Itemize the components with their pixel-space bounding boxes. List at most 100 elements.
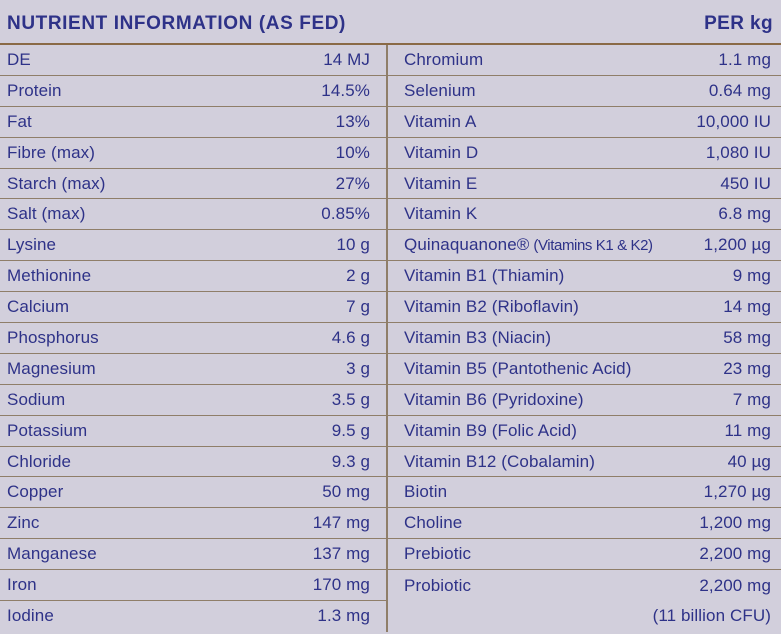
nutrient-value: 50 mg — [322, 482, 370, 502]
nutrient-value: 137 mg — [312, 544, 370, 564]
nutrient-value: 9 mg — [732, 266, 771, 286]
nutrient-value: 0.64 mg — [708, 80, 771, 100]
table-row: DE 14 MJ — [0, 45, 386, 76]
table-row: Copper 50 mg — [0, 477, 386, 509]
nutrient-label: Fat — [7, 111, 32, 131]
table-row: Vitamin B1 (Thiamin) 9 mg — [388, 261, 781, 293]
nutrient-value: (11 billion CFU) — [652, 606, 771, 626]
nutrient-value: 1.1 mg — [718, 49, 771, 69]
nutrient-label: Vitamin B12 (Cobalamin) — [404, 451, 595, 471]
table-row: Vitamin B12 (Cobalamin) 40 µg — [388, 447, 781, 478]
table-row: Lysine 10 g — [0, 230, 386, 262]
nutrient-value: 3.5 g — [331, 389, 370, 409]
table-row: Iodine 1.3 mg — [0, 601, 386, 632]
nutrient-label: Vitamin K — [404, 204, 478, 224]
table-row: Magnesium 3 g — [0, 354, 386, 385]
nutrient-label: Chloride — [7, 451, 72, 471]
nutrient-label: Selenium — [404, 80, 476, 100]
nutrient-label: Manganese — [7, 544, 97, 564]
nutrient-label: Zinc — [7, 513, 40, 533]
nutrient-label: Lysine — [7, 235, 57, 255]
nutrient-label: Potassium — [7, 420, 88, 440]
nutrient-value: 14 mg — [723, 297, 771, 317]
table-row: Salt (max) 0.85% — [0, 199, 386, 231]
nutrient-label: Quinaquanone® — [404, 235, 530, 255]
nutrient-value: 1,200 µg — [703, 235, 771, 255]
nutrient-label: Phosphorus — [7, 327, 99, 347]
table-row: Fibre (max) 10% — [0, 138, 386, 169]
nutrient-label: Methionine — [7, 266, 92, 286]
table-row: Fat 13% — [0, 107, 386, 138]
nutrient-label: Vitamin B5 (Pantothenic Acid) — [404, 358, 632, 378]
nutrient-value: 14.5% — [321, 80, 370, 100]
nutrient-value: 3 g — [346, 358, 370, 378]
nutrient-value: 2,200 mg — [699, 544, 771, 564]
nutrient-label: Starch (max) — [7, 173, 106, 193]
table-row: Choline 1,200 mg — [388, 508, 781, 540]
nutrient-value: 6.8 mg — [718, 204, 771, 224]
nutrient-label: Fibre (max) — [7, 142, 95, 162]
table-row: Potassium 9.5 g — [0, 416, 386, 447]
nutrient-table: DE 14 MJ Protein 14.5% Fat 13% F — [0, 45, 781, 632]
table-row: Prebiotic 2,200 mg — [388, 539, 781, 571]
nutrient-label-note: (Vitamins K1 & K2) — [533, 236, 653, 254]
nutrient-label: Probiotic — [404, 575, 472, 595]
nutrient-value: 14 MJ — [323, 49, 370, 69]
nutrient-label: Vitamin B3 (Niacin) — [404, 327, 552, 347]
table-row: Starch (max) 27% — [0, 169, 386, 200]
nutrient-value: 9.5 g — [331, 420, 370, 440]
nutrient-column-right: Chromium 1.1 mg Selenium 0.64 mg Vitamin… — [388, 45, 781, 632]
nutrient-value: 10 g — [336, 235, 370, 255]
nutrient-value: 11 mg — [724, 420, 771, 440]
nutrient-value: 2,200 mg — [699, 575, 771, 595]
nutrient-value: 1,080 IU — [705, 142, 771, 162]
nutrient-label: Biotin — [404, 482, 448, 502]
column-divider — [386, 45, 388, 632]
nutrient-value: 13% — [335, 111, 370, 131]
table-row: Vitamin B9 (Folic Acid) 11 mg — [388, 416, 781, 447]
table-row: Vitamin E 450 IU — [388, 169, 781, 200]
nutrient-label: Vitamin B1 (Thiamin) — [404, 266, 565, 286]
nutrient-value: 2 g — [346, 266, 370, 286]
nutrient-label: Protein — [7, 80, 62, 100]
nutrient-value: 1.3 mg — [317, 606, 370, 626]
nutrient-label: Iron — [7, 575, 37, 595]
table-row: Sodium 3.5 g — [0, 385, 386, 416]
nutrient-value: 27% — [335, 173, 370, 193]
nutrient-value: 450 IU — [720, 173, 771, 193]
nutrient-label: Vitamin A — [404, 111, 477, 131]
nutrient-label: Vitamin D — [404, 142, 479, 162]
nutrient-label: Chromium — [404, 49, 484, 69]
table-row: Probiotic 2,200 mg — [388, 570, 781, 601]
table-row: Zinc 147 mg — [0, 508, 386, 540]
nutrient-value: 1,200 mg — [699, 513, 771, 533]
table-row: Vitamin D 1,080 IU — [388, 138, 781, 169]
nutrient-value: 58 mg — [723, 327, 771, 347]
panel-title: NUTRIENT INFORMATION (AS FED) — [7, 12, 346, 34]
nutrient-value: 4.6 g — [331, 327, 370, 347]
nutrient-label: Choline — [404, 513, 463, 533]
nutrient-value: 7 g — [346, 297, 370, 317]
nutrient-label: Prebiotic — [404, 544, 472, 564]
nutrient-value: 1,270 µg — [703, 482, 771, 502]
nutrient-label: Salt (max) — [7, 204, 86, 224]
panel-header: NUTRIENT INFORMATION (AS FED) PER kg — [0, 0, 781, 45]
table-row: Vitamin B2 (Riboflavin) 14 mg — [388, 292, 781, 324]
nutrient-label: DE — [7, 49, 31, 69]
table-row: Iron 170 mg — [0, 570, 386, 602]
nutrient-label: Calcium — [7, 297, 70, 317]
table-row: Selenium 0.64 mg — [388, 76, 781, 107]
nutrient-value: 170 mg — [312, 575, 370, 595]
nutrient-value: 147 mg — [312, 513, 370, 533]
nutrient-label: Magnesium — [7, 358, 96, 378]
nutrient-value: 9.3 g — [331, 451, 370, 471]
nutrient-value: 0.85% — [321, 204, 370, 224]
nutrient-value: 23 mg — [723, 358, 771, 378]
nutrient-value: 10% — [335, 142, 370, 162]
nutrient-column-left: DE 14 MJ Protein 14.5% Fat 13% F — [0, 45, 386, 632]
table-row: Biotin 1,270 µg — [388, 477, 781, 509]
per-kg-label: PER kg — [704, 12, 773, 34]
nutrient-label: Vitamin E — [404, 173, 478, 193]
table-row: Calcium 7 g — [0, 292, 386, 324]
